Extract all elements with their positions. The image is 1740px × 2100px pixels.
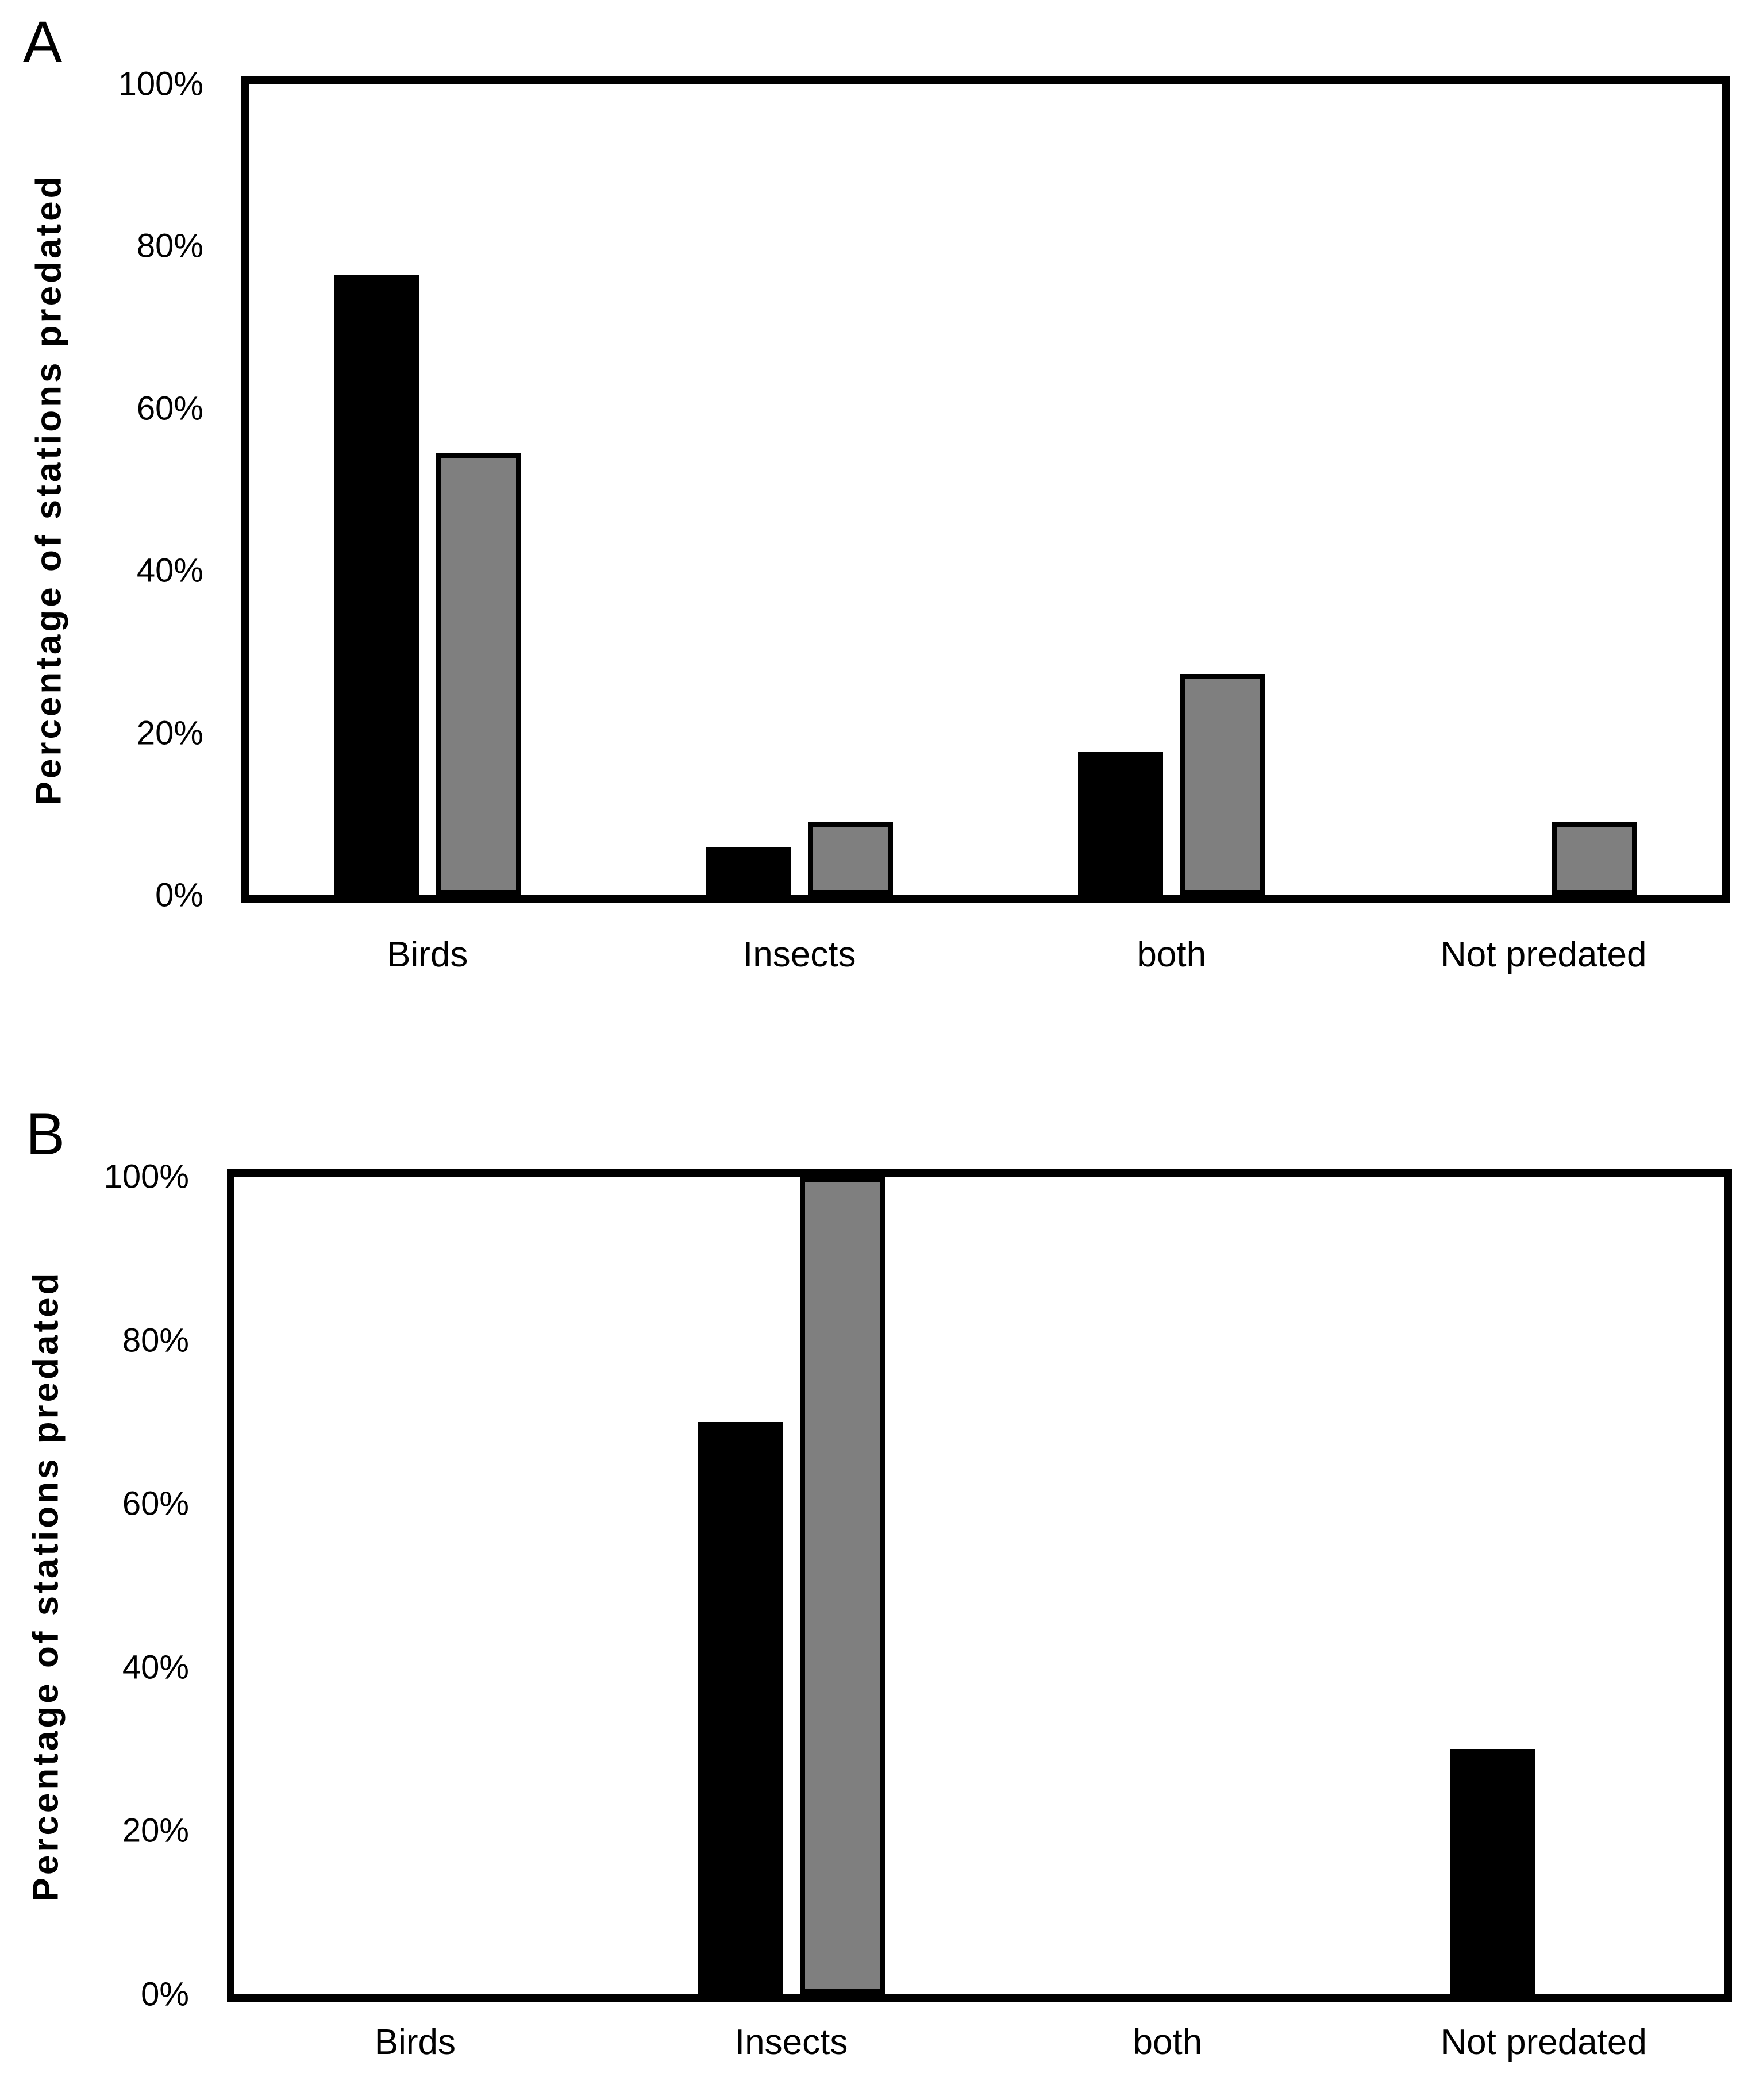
- y-tick-label: 80%: [122, 1321, 189, 1359]
- bar-black-insects: [698, 1421, 783, 1994]
- x-axis-category-label: both: [1137, 935, 1207, 974]
- y-tick-label: 40%: [136, 552, 203, 589]
- panel-label: A: [23, 9, 63, 75]
- panel-label: B: [26, 1101, 66, 1167]
- x-axis-category-label: Birds: [387, 935, 468, 974]
- bar-grey-birds: [436, 453, 521, 895]
- bar-black-insects: [706, 847, 791, 895]
- y-tick-label: 20%: [122, 1812, 189, 1849]
- x-axis-category-label: Insects: [743, 935, 856, 974]
- y-axis-title: Percentage of stations predated: [26, 1269, 66, 1902]
- plot-area: [227, 1169, 1732, 2002]
- y-tick-label: 100%: [118, 65, 203, 103]
- y-axis-title: Percentage of stations predated: [29, 174, 69, 806]
- x-axis-category-label: Birds: [374, 2022, 456, 2062]
- x-axis-category-label: Insects: [734, 2022, 848, 2062]
- y-tick-label: 80%: [136, 227, 203, 265]
- y-tick-label: 60%: [136, 390, 203, 427]
- y-tick-label: 100%: [103, 1158, 189, 1196]
- x-axis-category-label: both: [1133, 2022, 1203, 2062]
- bar-grey-both: [1180, 673, 1265, 895]
- bar-grey-insects: [808, 821, 894, 895]
- plot-area: [241, 76, 1730, 903]
- x-axis-category-label: Not predated: [1441, 935, 1647, 974]
- y-tick-label: 40%: [122, 1648, 189, 1686]
- y-tick-label: 0%: [155, 876, 203, 914]
- y-tick-label: 0%: [141, 1975, 189, 2013]
- y-tick-label: 20%: [136, 714, 203, 752]
- bar-grey-insects: [800, 1177, 886, 1994]
- x-axis-category-label: Not predated: [1441, 2022, 1647, 2062]
- bar-black-not-predated: [1450, 1749, 1535, 1994]
- bar-black-birds: [333, 274, 419, 895]
- bar-grey-not-predated: [1552, 821, 1638, 895]
- bar-black-both: [1077, 752, 1163, 895]
- y-tick-label: 60%: [122, 1485, 189, 1523]
